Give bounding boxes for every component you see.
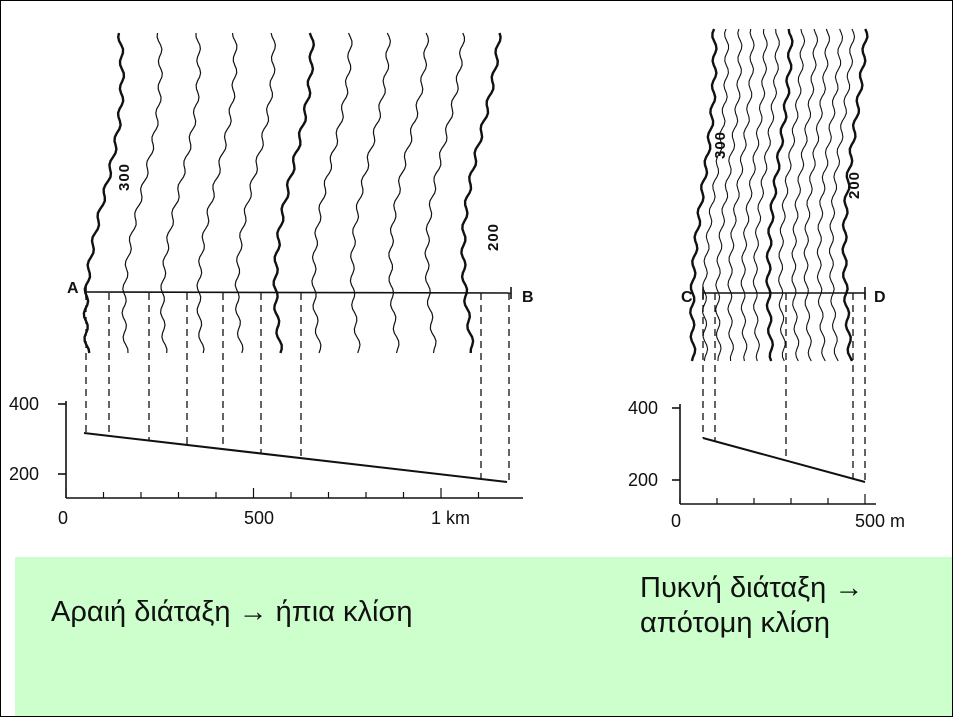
contour-line-6 [752,28,780,362]
point-a-label: A [67,280,79,297]
left-elev-tick-400: 400 [9,394,39,414]
right-dist-tick-500m: 500 m [855,511,905,531]
left-dist-tick-500: 500 [244,508,274,528]
left-contour-lines [82,32,502,354]
left-profile-slope [83,432,508,483]
right-contour-lines [689,28,869,362]
caption-gentle-slope: Αραιή διάταξη → ήπια κλίση [51,596,413,628]
caption-steep-slope: Πυκνή διάταξη → απότομη κλίση [640,571,940,641]
contour-line-1 [689,28,718,362]
left-distance-ticks [65,488,480,498]
contour-line-3 [159,32,202,354]
right-profile-axes [672,404,876,505]
right-elev-tick-200: 200 [628,470,658,490]
contour-line-4 [727,28,755,362]
contour-line-8 [778,28,806,362]
left-dist-tick-0: 0 [58,508,68,528]
left-profile-axes [58,401,523,499]
contour-line-13 [841,28,869,362]
left-dist-tick-1km: 1 km [431,508,470,528]
contour-line-4 [196,32,238,354]
point-b-label: B [522,289,534,306]
contour-line-2 [702,28,730,362]
contour-line-6 [272,32,316,354]
contour-diagram: A B 300 200 400 200 0 500 1 km [9,28,905,531]
contour-line-1 [82,32,126,354]
contour-label-200-left: 200 [485,223,502,251]
contour-line-3 [715,28,743,362]
contour-line-7 [311,32,353,354]
contour-label-300-left: 300 [116,163,133,191]
contour-line-5 [234,32,277,354]
right-dist-tick-0: 0 [671,511,681,531]
right-profile-slope [702,437,866,483]
contour-label-200-right: 200 [846,171,863,199]
contour-line-10 [803,28,830,362]
contour-line-7 [765,28,794,362]
contour-line-11 [816,28,844,362]
right-distance-ticks [679,494,866,504]
contour-line-5 [740,28,768,362]
contour-line-9 [791,28,819,362]
contour-line-11 [460,32,502,354]
left-projection-lines [85,293,510,483]
profile-line-ab [85,291,512,294]
caption-steep-line-2: απότομη κλίση [640,607,831,639]
right-elev-tick-400: 400 [628,398,658,418]
contour-line-10 [424,32,465,354]
caption-steep-line-1: Πυκνή διάταξη → [640,572,864,604]
left-elev-tick-200: 200 [9,464,39,484]
gentle-slope-diagram: A B 300 200 400 200 0 500 1 km [9,32,534,528]
contour-line-8 [349,32,392,354]
steep-slope-diagram: C D 300 200 400 200 0 500 m [628,28,905,531]
contour-line-12 [829,28,856,362]
right-projection-lines [702,293,866,482]
contour-line-9 [388,32,430,354]
point-d-label: D [874,289,886,306]
contour-line-2 [121,32,163,354]
contour-label-300-right: 300 [712,131,729,159]
point-c-label: C [681,289,693,306]
caption-band: Αραιή διάταξη → ήπια κλίση Πυκνή διάταξη… [15,557,952,716]
